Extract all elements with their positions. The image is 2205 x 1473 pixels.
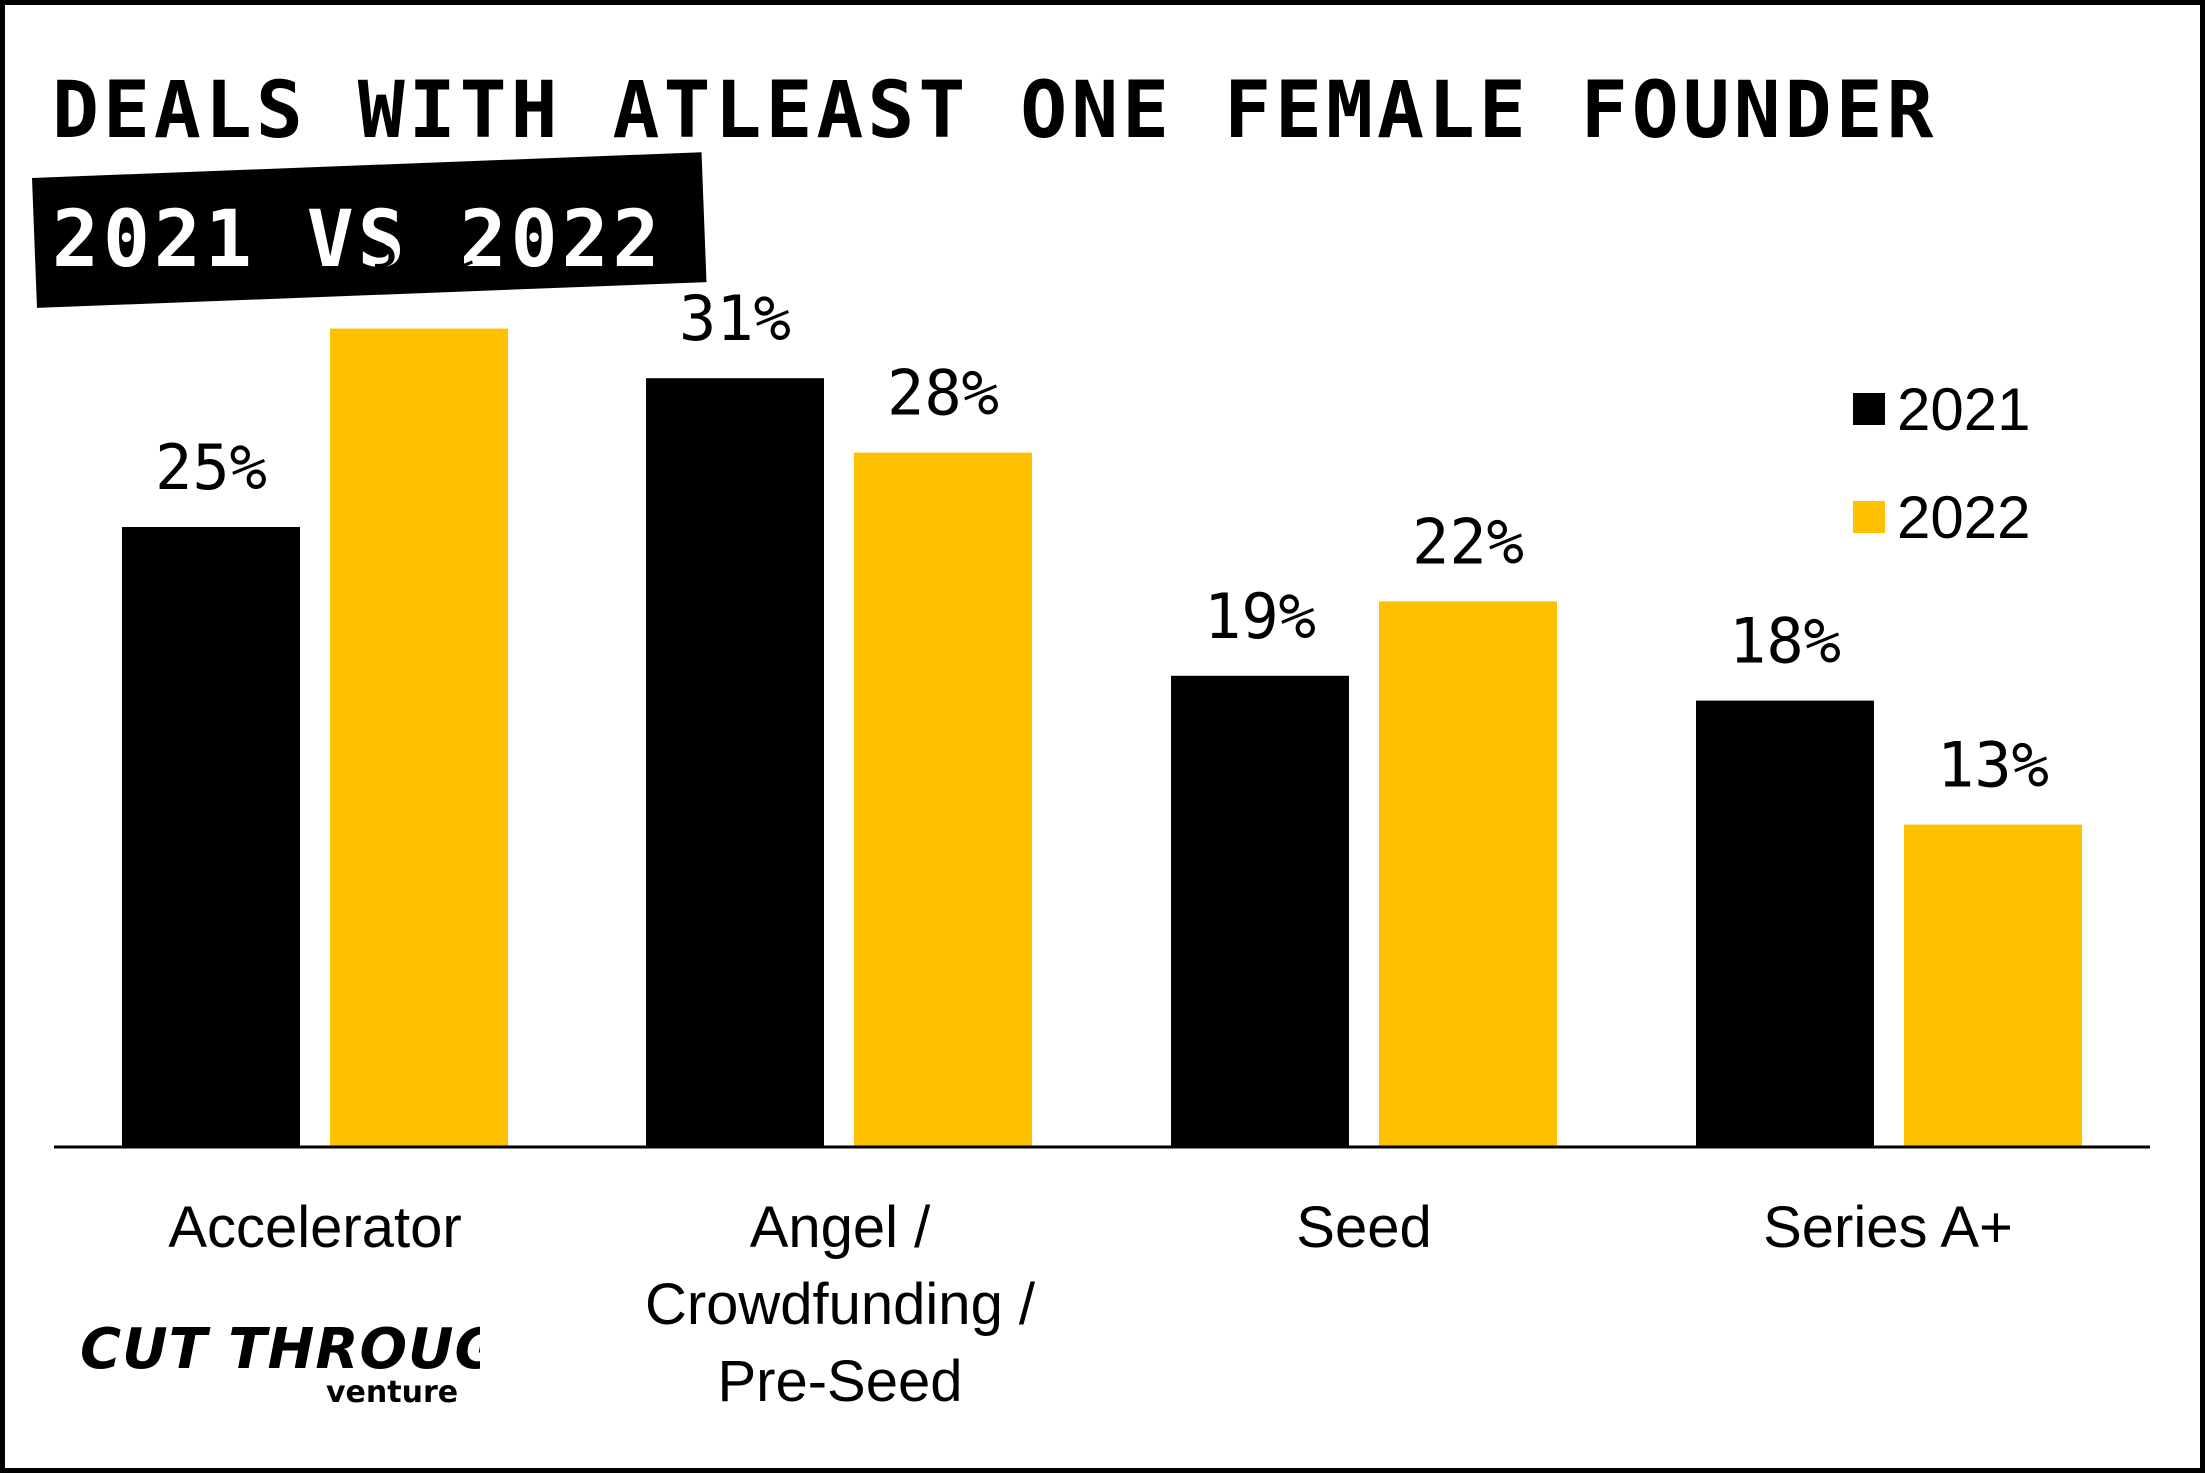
category-label-1-line-0: Angel / — [750, 1195, 931, 1260]
legend-item-2022: 2022 — [1853, 463, 2030, 571]
legend-swatch-2021 — [1853, 393, 1885, 425]
value-label-2022-0: 33% — [363, 233, 475, 306]
value-label-2022-1: 28% — [887, 357, 999, 430]
category-label-2-line-0: Seed — [1296, 1195, 1431, 1260]
legend-label-2021: 2021 — [1897, 375, 2031, 443]
value-label-2021-1: 31% — [679, 282, 791, 355]
logo-sub-text: venture — [326, 1375, 458, 1410]
bar-2021-1 — [646, 378, 824, 1147]
value-label-2021-2: 19% — [1204, 580, 1316, 653]
category-labels-group: Accelerator Angel / Crowdfunding / Pre-Seed… — [168, 1195, 2013, 1414]
value-label-2022-2: 22% — [1412, 505, 1524, 578]
bar-2021-0 — [122, 527, 300, 1147]
value-label-2022-3: 13% — [1937, 729, 2049, 802]
cut-through-venture-logo: CUT THROUGH venture — [80, 1317, 480, 1410]
bars-group — [122, 328, 2082, 1148]
legend-swatch-2022 — [1853, 501, 1885, 533]
chart-title: DEALS WITH ATLEAST ONE FEMALE FOUNDER — [52, 66, 1938, 156]
legend-item-2021: 2021 — [1853, 355, 2030, 463]
category-label-1-line-1: Crowdfunding / — [645, 1272, 1036, 1337]
value-label-2021-0: 25% — [155, 431, 267, 504]
bar-2022-3 — [1904, 824, 2082, 1147]
bar-2021-2 — [1171, 675, 1349, 1147]
bar-2021-3 — [1696, 700, 1874, 1147]
bar-2022-1 — [854, 452, 1032, 1148]
value-label-2021-3: 18% — [1729, 605, 1841, 678]
category-label-1-line-2: Pre-Seed — [717, 1349, 962, 1414]
logo-main-text: CUT THROUGH — [80, 1317, 480, 1382]
legend-label-2022: 2022 — [1897, 483, 2031, 551]
bar-2022-0 — [330, 328, 508, 1148]
value-labels-group: 25% 31% 19% 18% 33% 28% 22% 13% — [155, 233, 2049, 802]
legend: 2021 2022 — [1853, 355, 2030, 571]
bar-2022-2 — [1379, 601, 1557, 1147]
category-label-3-line-0: Series A+ — [1763, 1195, 2013, 1260]
category-label-0-line-0: Accelerator — [168, 1195, 461, 1260]
chart-subtitle: 2021 VS 2022 — [52, 195, 664, 285]
